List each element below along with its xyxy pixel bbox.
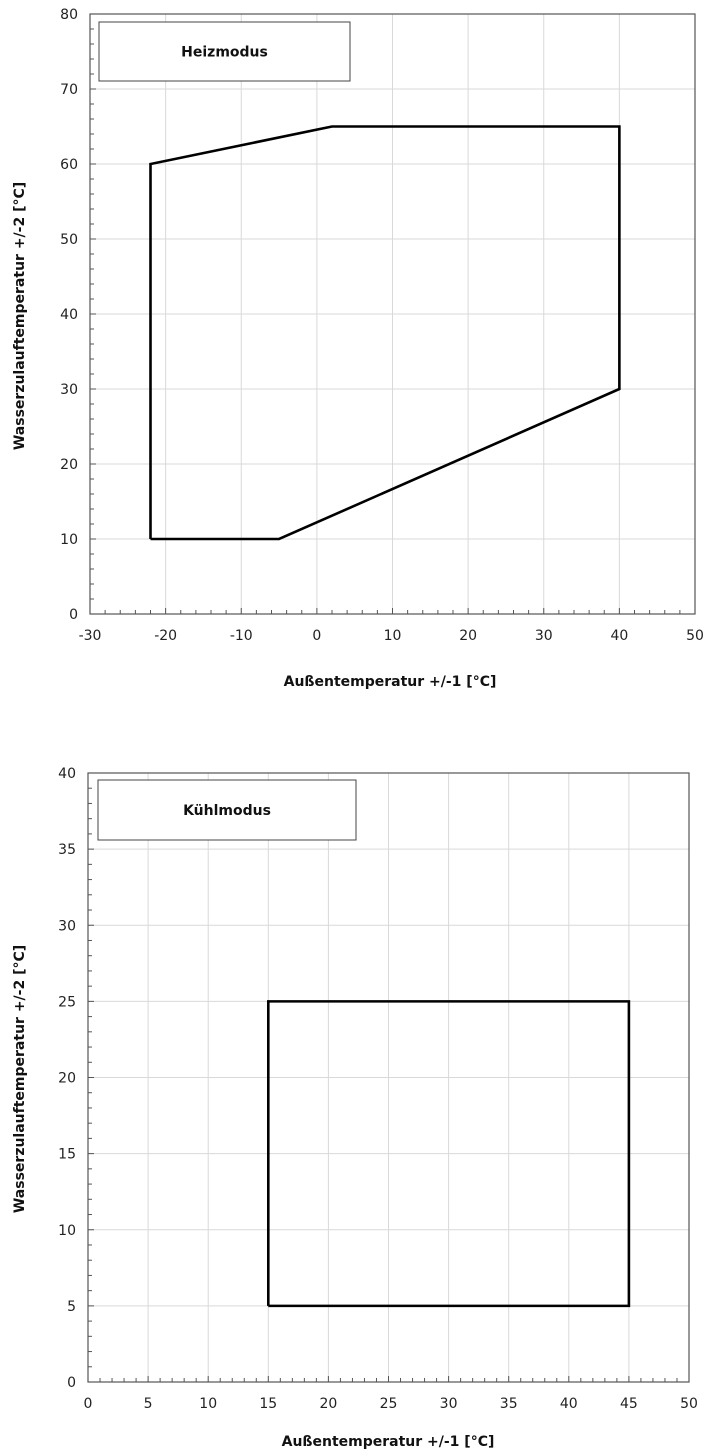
x-tick-label: 35 — [500, 1396, 518, 1412]
y-tick-label: 40 — [58, 766, 76, 782]
x-axis-label: Außentemperatur +/-1 [°C] — [282, 1434, 495, 1450]
x-tick-label: 30 — [535, 628, 553, 644]
x-tick-label: 20 — [459, 628, 477, 644]
x-tick-label: 30 — [440, 1396, 458, 1412]
y-tick-label: 20 — [60, 457, 78, 473]
y-tick-label: 15 — [58, 1147, 76, 1163]
x-tick-label: 50 — [686, 628, 704, 644]
legend-label: Kühlmodus — [183, 803, 271, 819]
heating-mode-chart: Wasserzulauftemperatur +/-2 [°C] Außente… — [12, 7, 704, 690]
y-tick-label: 35 — [58, 842, 76, 858]
x-tick-label: 10 — [384, 628, 402, 644]
axis-ticks — [87, 772, 690, 1383]
x-tick-label: 40 — [560, 1396, 578, 1412]
x-tick-label: -10 — [230, 628, 253, 644]
y-tick-label: 0 — [69, 607, 78, 623]
operating-range-outline — [266, 1000, 631, 1308]
x-tick-label: -20 — [154, 628, 177, 644]
x-axis-label: Außentemperatur +/-1 [°C] — [284, 674, 497, 690]
x-tick-label: 5 — [144, 1396, 153, 1412]
y-tick-label: 70 — [60, 82, 78, 98]
y-tick-label: 30 — [60, 382, 78, 398]
y-tick-label: 60 — [60, 157, 78, 173]
y-tick-label: 20 — [58, 1071, 76, 1087]
y-axis-label: Wasserzulauftemperatur +/-2 [°C] — [12, 945, 28, 1213]
x-tick-label: 0 — [84, 1396, 93, 1412]
y-tick-label: 5 — [67, 1299, 76, 1315]
grid — [90, 14, 695, 614]
x-tick-label: 10 — [199, 1396, 217, 1412]
y-tick-label: 25 — [58, 994, 76, 1010]
y-tick-label: 10 — [58, 1223, 76, 1239]
x-tick-label: 45 — [620, 1396, 638, 1412]
y-tick-label: 40 — [60, 307, 78, 323]
y-tick-label: 80 — [60, 7, 78, 23]
legend-box — [97, 779, 357, 841]
x-tick-label: 50 — [680, 1396, 698, 1412]
y-axis-label: Wasserzulauftemperatur +/-2 [°C] — [12, 182, 28, 450]
cooling-mode-chart: Wasserzulauftemperatur +/-2 [°C] Außente… — [12, 766, 698, 1450]
x-tick-label: 40 — [610, 628, 628, 644]
x-tick-label: 20 — [319, 1396, 337, 1412]
x-tick-label: 0 — [312, 628, 321, 644]
x-tick-label: 15 — [259, 1396, 277, 1412]
y-tick-label: 50 — [60, 232, 78, 248]
y-tick-label: 10 — [60, 532, 78, 548]
legend-label: Heizmodus — [181, 45, 268, 61]
grid — [88, 773, 689, 1382]
x-tick-label: -30 — [79, 628, 102, 644]
y-tick-label: 30 — [58, 918, 76, 934]
operating-range-outline — [149, 125, 621, 541]
axis-ticks — [89, 13, 696, 615]
legend-box — [98, 21, 351, 82]
x-tick-label: 25 — [380, 1396, 398, 1412]
y-tick-label: 0 — [67, 1375, 76, 1391]
